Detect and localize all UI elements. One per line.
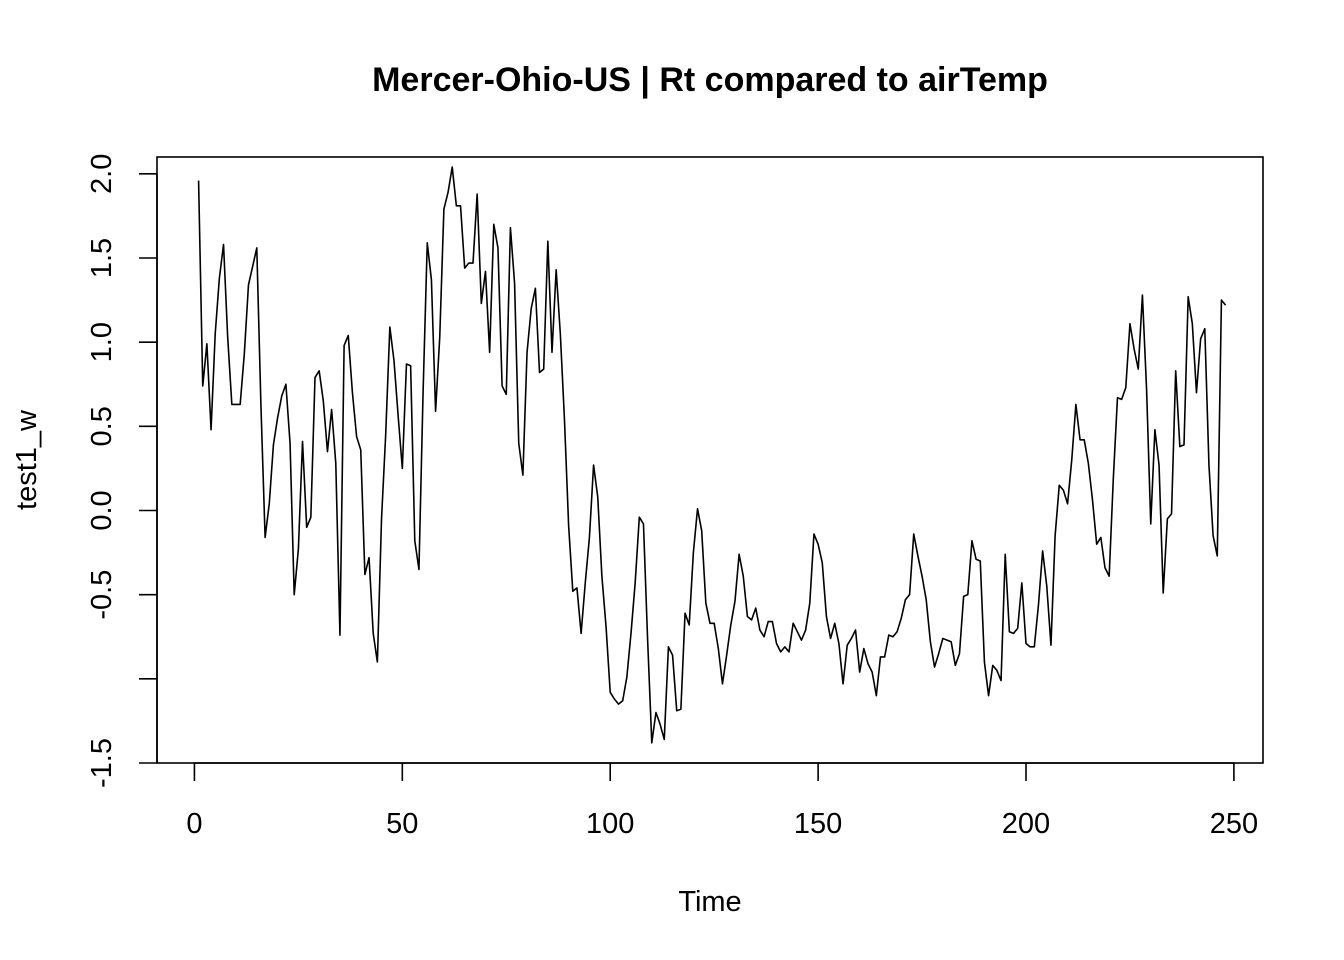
y-axis: -1.5 -0.5 0.0 0.5 1.0 1.5 2.0 bbox=[86, 154, 158, 788]
y-tick-label: 2.0 bbox=[86, 154, 118, 194]
x-tick-label: 150 bbox=[794, 808, 842, 840]
y-tick-label: -0.5 bbox=[86, 570, 118, 620]
x-tick-label: 250 bbox=[1210, 808, 1258, 840]
x-tick-label: 50 bbox=[386, 808, 418, 840]
series-line bbox=[197, 166, 1227, 744]
x-axis-label: Time bbox=[678, 886, 741, 918]
y-tick-label: 0.0 bbox=[86, 490, 118, 530]
plot-frame bbox=[156, 156, 1264, 764]
x-tick-label: 200 bbox=[1002, 808, 1050, 840]
y-tick-label: 1.5 bbox=[86, 238, 118, 278]
x-axis: 0 50 100 150 200 250 bbox=[186, 762, 1258, 840]
y-axis-label: test1_w bbox=[11, 409, 43, 510]
y-tick-label: 1.0 bbox=[86, 322, 118, 362]
y-tick-label: -1.5 bbox=[86, 738, 118, 788]
x-tick-label: 0 bbox=[186, 808, 202, 840]
chart-title: Mercer-Ohio-US | Rt compared to airTemp bbox=[372, 61, 1048, 99]
x-tick-label: 100 bbox=[586, 808, 634, 840]
y-tick-label: 0.5 bbox=[86, 406, 118, 446]
